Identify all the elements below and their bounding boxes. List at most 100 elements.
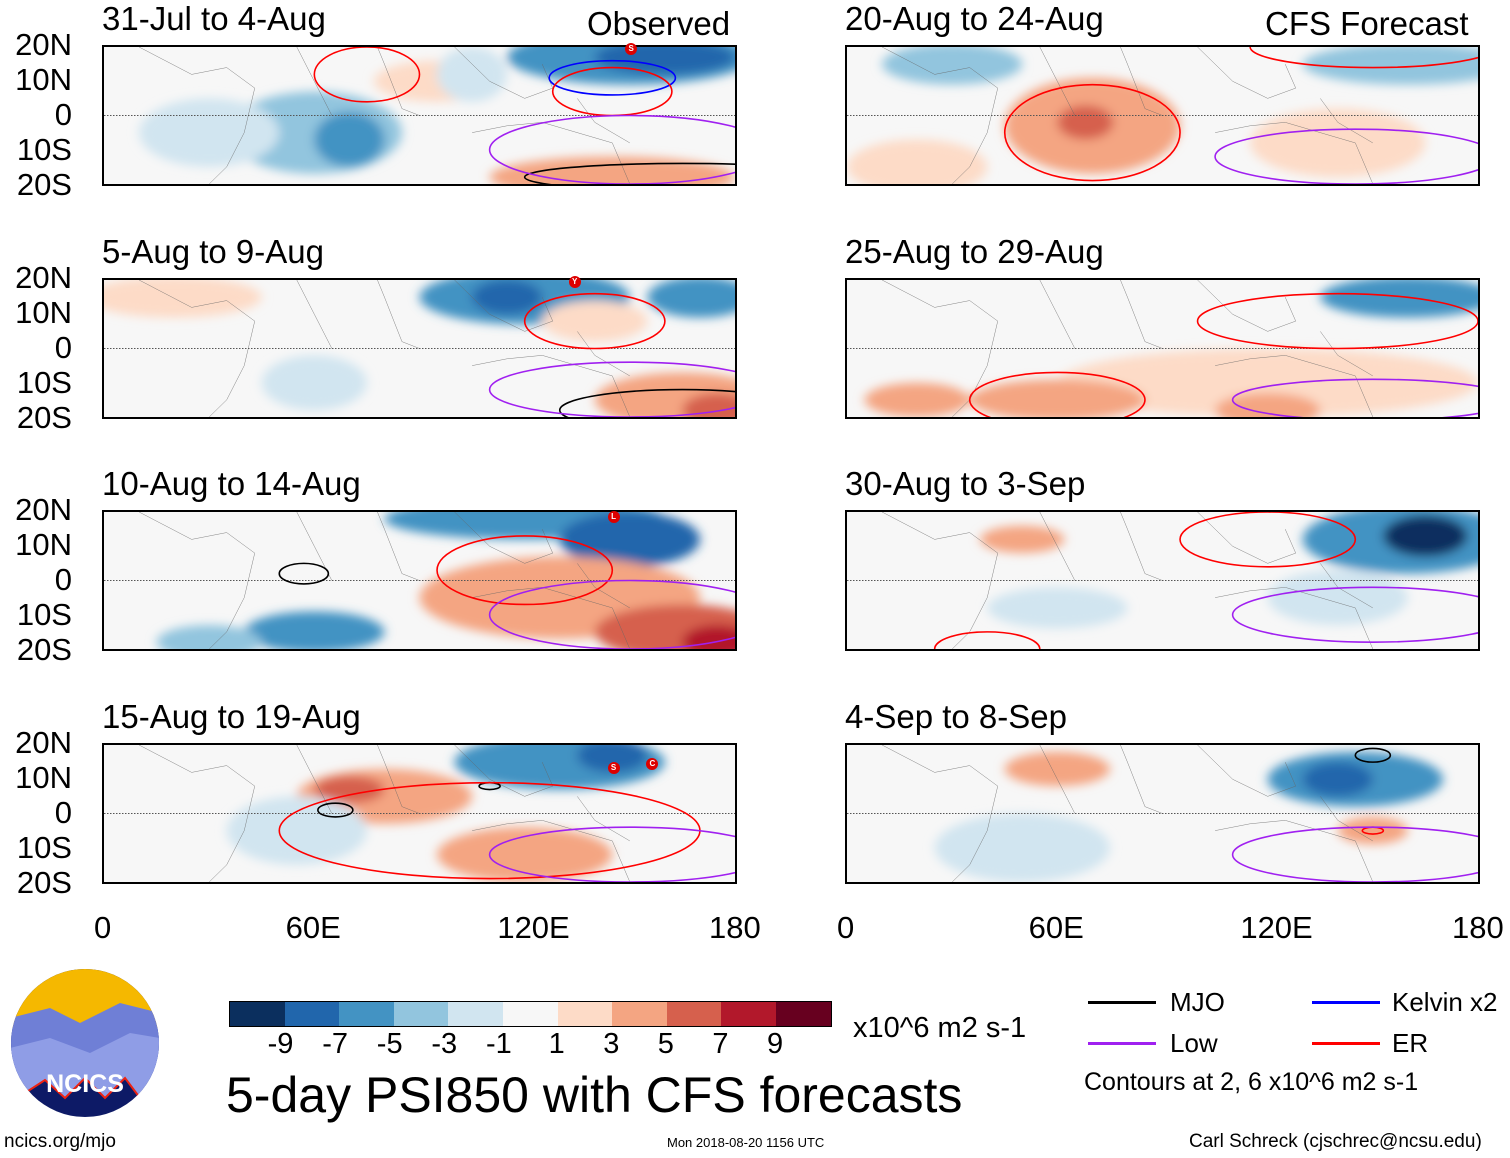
y-tick-label: 10N [15, 527, 72, 562]
svg-text:NCICS: NCICS [46, 1070, 124, 1098]
x-tick-label: 60E [285, 910, 341, 945]
legend-er-line [1312, 1042, 1380, 1045]
x-tick-label: 180 [1452, 910, 1504, 945]
map-panel [845, 510, 1480, 651]
panel-title: 15-Aug to 19-Aug [102, 698, 361, 735]
legend-low: Low [1170, 1028, 1218, 1058]
anomaly-region [864, 382, 970, 417]
map-panel [845, 45, 1480, 186]
colorbar-swatch [666, 1002, 722, 1026]
anomaly-region [1057, 105, 1114, 140]
anomaly-region [980, 525, 1065, 554]
colorbar-swatch [612, 1002, 667, 1026]
legend-er: ER [1392, 1028, 1429, 1058]
colorbar-tick-label: -9 [267, 1028, 294, 1060]
y-tick-label: 0 [54, 795, 72, 830]
anomaly-region [1337, 816, 1408, 845]
anomaly-region [1320, 280, 1478, 318]
anomaly-region [847, 139, 988, 184]
legend-mjo-line [1088, 1001, 1156, 1004]
y-tick-label: 10S [16, 597, 72, 632]
wave-contour [1233, 379, 1480, 419]
coastline [139, 47, 630, 184]
y-tick-label: 0 [54, 97, 72, 132]
colorbar-tick-label: -3 [431, 1028, 458, 1060]
units-label: x10^6 m2 s-1 [853, 1012, 1027, 1044]
tropical-cyclone-icon: L [607, 511, 620, 524]
legend-low-line [1088, 1042, 1156, 1045]
colorbar-swatch [721, 1002, 776, 1026]
site-link[interactable]: ncics.org/mjo [4, 1131, 116, 1152]
wave-contour [1233, 827, 1480, 882]
anomaly-region [577, 745, 648, 773]
colorbar-swatch [557, 1002, 613, 1026]
y-tick-label: 20S [16, 865, 72, 900]
colorbar-swatch [393, 1002, 449, 1026]
anomaly-region [1267, 570, 1408, 626]
wave-contour [1250, 45, 1480, 68]
anomaly-region [1215, 393, 1321, 417]
wave-contour [1005, 85, 1180, 181]
coastline [139, 512, 630, 649]
anomaly-region [489, 156, 735, 184]
wave-contour [490, 116, 737, 185]
wave-contour [970, 372, 1145, 419]
timestamp: Mon 2018-08-20 1156 UTC [667, 1135, 825, 1150]
panel-title: 31-Jul to 4-Aug [102, 0, 326, 37]
wave-contour [490, 827, 737, 882]
x-tick-label: 60E [1028, 910, 1084, 945]
wave-contour [560, 390, 737, 419]
panel-title: 30-Aug to 3-Sep [845, 465, 1086, 502]
legend-kelvin: Kelvin x2 [1392, 987, 1498, 1017]
colorbar-tick-label: 7 [712, 1028, 729, 1060]
y-tick-label: 10N [15, 760, 72, 795]
colorbar-swatch [339, 1002, 394, 1026]
anomaly-region [314, 112, 385, 167]
tropical-cyclone-icon: Y [568, 275, 581, 288]
colorbar-swatch [502, 1002, 558, 1026]
coastline [139, 280, 630, 417]
colorbar-tick-label: 5 [657, 1028, 674, 1060]
wave-contour [935, 632, 1040, 651]
anomaly-region [226, 796, 367, 865]
legend-mjo: MJO [1170, 987, 1225, 1017]
x-tick-label: 180 [709, 910, 761, 945]
anomaly-region [542, 300, 648, 342]
wave-contour [490, 581, 737, 650]
colorbar-tick-label: 9 [767, 1028, 784, 1060]
wave-contour [525, 163, 737, 186]
x-tick-label: 0 [837, 910, 855, 945]
tropical-cyclone-icon: S [625, 42, 638, 55]
y-tick-label: 10S [16, 365, 72, 400]
figure-title: 5-day PSI850 with CFS forecasts [226, 1067, 963, 1123]
legend-kelvin-line [1312, 1001, 1380, 1004]
anomaly-region [1057, 348, 1478, 417]
colorbar-swatch [775, 1002, 831, 1026]
anomaly-region [1250, 108, 1426, 178]
y-tick-label: 20S [16, 632, 72, 667]
y-tick-label: 10S [16, 830, 72, 865]
wave-contour [1233, 587, 1480, 642]
anomaly-region [1004, 751, 1110, 787]
map-panel [102, 743, 737, 884]
coastline [882, 47, 1373, 184]
map-panel [102, 510, 737, 651]
y-tick-label: 20S [16, 167, 72, 202]
wave-contour [1198, 294, 1478, 349]
y-tick-label: 0 [54, 330, 72, 365]
anomaly-region [559, 512, 700, 567]
y-tick-label: 20S [16, 400, 72, 435]
wave-contour [1215, 129, 1480, 184]
y-tick-label: 20N [15, 725, 72, 760]
map-panel [102, 45, 737, 186]
y-tick-label: 0 [54, 562, 72, 597]
anomaly-region [244, 611, 385, 649]
anomaly-region [682, 625, 735, 649]
colorbar-swatch [448, 1002, 503, 1026]
anomaly-region [437, 47, 508, 102]
y-tick-label: 20N [15, 260, 72, 295]
coastline [882, 745, 1373, 882]
colorbar-tick-label: 3 [603, 1028, 620, 1060]
wave-contour [1180, 512, 1355, 567]
map-panel [845, 743, 1480, 884]
